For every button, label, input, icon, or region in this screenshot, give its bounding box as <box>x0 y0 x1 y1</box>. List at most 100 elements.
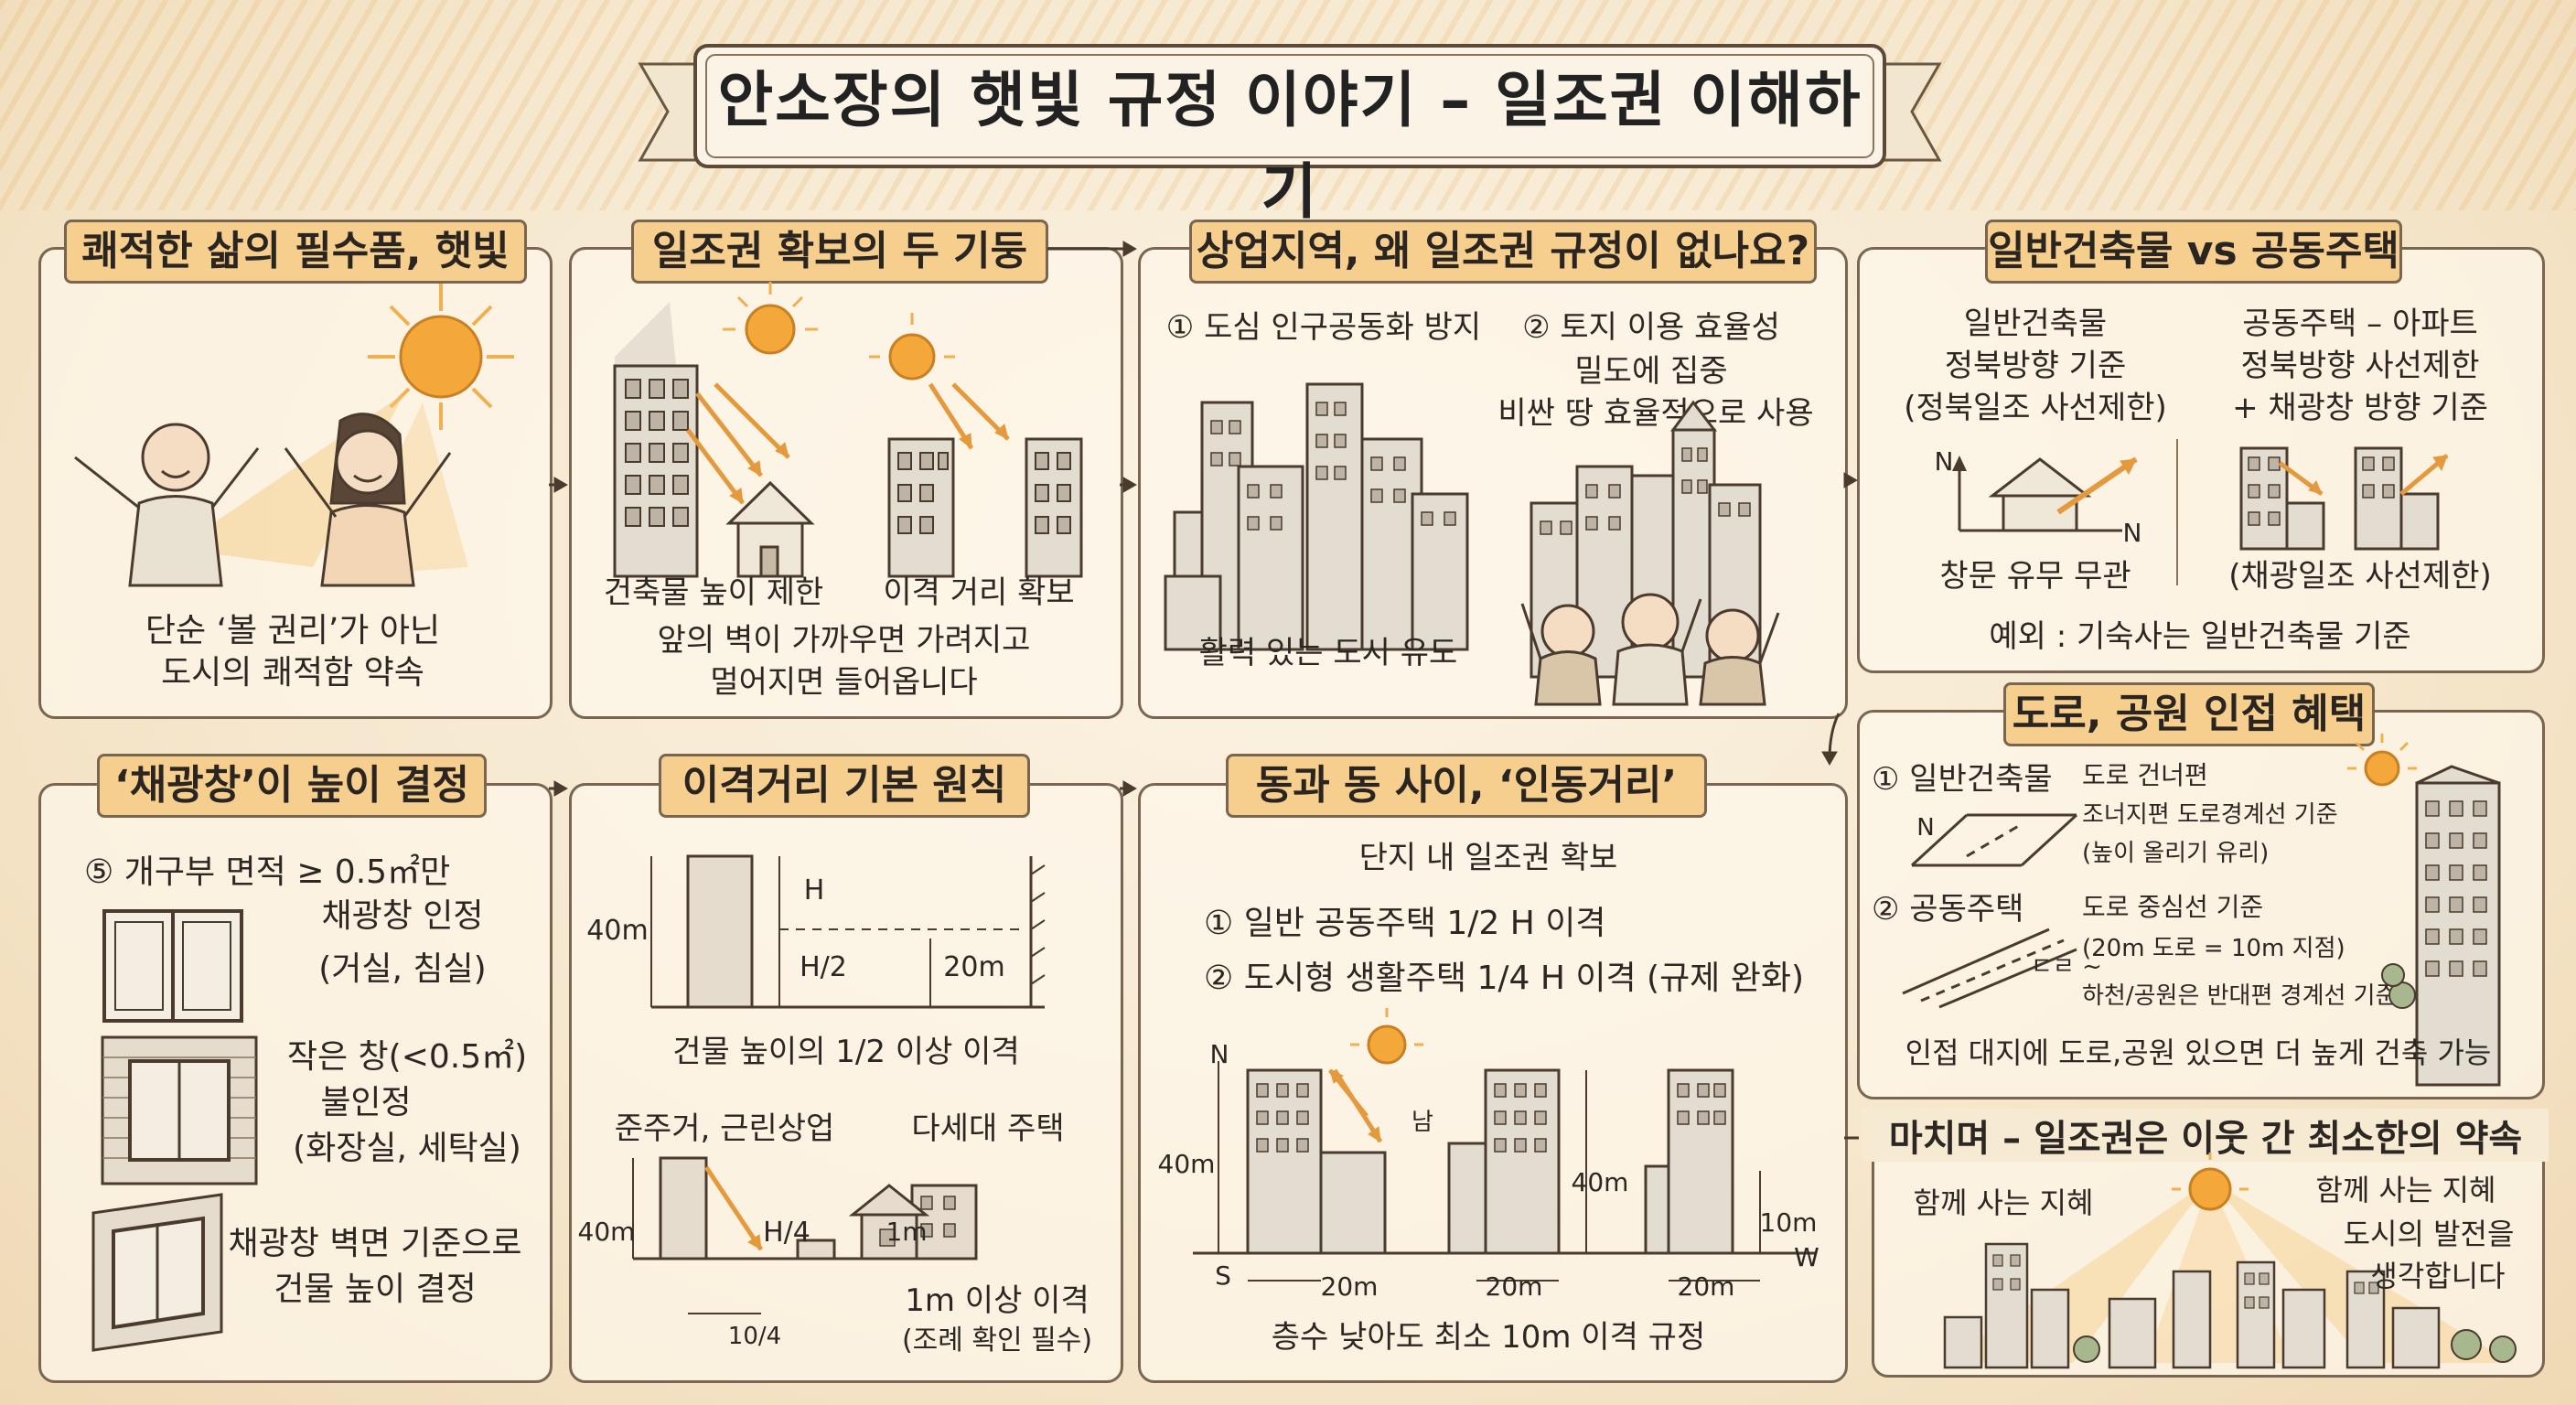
north-setback-diagram <box>1952 439 2449 585</box>
apartment-rule: 정북방향 사선제한 <box>2240 348 2480 384</box>
south-label: S <box>1215 1260 1231 1291</box>
half-height-caption: 건물 높이의 1/2 이상 이격 <box>672 1034 1020 1070</box>
height-40m-b: 40m <box>1571 1167 1629 1197</box>
complex-sunlight-sub: 단지 내 일조권 확보 <box>1358 840 1618 876</box>
general-building-label: 일반건축물 <box>1963 306 2108 342</box>
north-label-1: N <box>1934 446 1954 477</box>
slant-arrow <box>2056 456 2138 515</box>
point-land-efficiency: ② 토지 이용 효율성 <box>1522 309 1780 346</box>
road-width-example: (20m 도로 = 10m 지점) <box>2082 935 2345 962</box>
panel-title: 일조권 확보의 두 기둥 <box>631 220 1048 284</box>
title-banner <box>638 44 1942 168</box>
distance-20m-a: 20m <box>1320 1271 1379 1302</box>
semi-residential-label: 준주거, 근린상업 <box>614 1110 835 1147</box>
closing-right-phrase-1: 함께 사는 지혜 <box>2315 1173 2496 1207</box>
page-title: 안소장의 햇빛 규정 이야기 – 일조권 이해하기 <box>717 65 1862 227</box>
road-across-label: 도로 건너편 <box>2082 760 2208 790</box>
sun-icon <box>723 282 818 355</box>
height-H-label: H <box>803 874 825 906</box>
sub-expensive-land: 비싼 땅 효율적으로 사용 <box>1497 395 1814 432</box>
north-label: N <box>1209 1039 1229 1069</box>
cheering-people <box>1520 593 1780 706</box>
panel1-text-line1: 단순 ‘볼 권리’가 아닌 <box>145 612 441 649</box>
closing-title: 마치며 – 일조권은 이웃 간 최소한의 약속 <box>1862 1109 2549 1162</box>
sun-ray-arrows <box>686 382 790 505</box>
panel-title: 쾌적한 삶의 필수품, 햇빛 <box>64 220 527 284</box>
height-advantage-note: (높이 올리기 유리) <box>2082 840 2270 867</box>
ordinance-check-note: (조례 확인 필수) <box>901 1325 1093 1357</box>
sun-icon <box>869 313 955 381</box>
height-10m: 10m <box>1759 1207 1818 1238</box>
opening-area-rule: ⑤ 개구부 면적 ≥ 0.5㎡만 <box>84 853 451 891</box>
north-label: N <box>1916 814 1935 842</box>
sun-icon <box>368 284 514 430</box>
distance-1m-label: 1m <box>886 1217 928 1247</box>
dormitory-exception-note: 예외 : 기숙사는 일반건축물 기준 <box>1989 618 2411 655</box>
panel-general-vs-apartment <box>1857 247 2545 673</box>
panel2-text-line1: 앞의 벽이 가까우면 가려지고 <box>657 622 1031 659</box>
min-10m-caption: 층수 낮아도 최소 10m 이격 규정 <box>1271 1319 1706 1356</box>
apartment-label: 공동주택 – 아파트 <box>2242 306 2478 342</box>
sun-icon <box>1350 1008 1423 1065</box>
urban-housing-rule: ② 도시형 생활주택 1/4 H 이격 (규제 완화) <box>1204 960 1805 997</box>
road-center-rule: 도로 중심선 기준 <box>2082 892 2264 922</box>
apartment-rule-extra: + 채광창 방향 기준 <box>2232 390 2488 426</box>
building-pair-icon <box>887 437 1083 578</box>
sun-ray-arrows <box>928 382 1010 450</box>
building-block <box>686 854 754 1009</box>
closing-right-phrase-3: 생각합니다 <box>2370 1259 2506 1293</box>
happy-people-illustration <box>74 284 514 587</box>
window-irrelevant-caption: 창문 유무 무관 <box>1939 558 2131 595</box>
general-building-item: ① 일반건축물 <box>1872 761 2053 798</box>
tree-icons <box>2073 1329 2517 1363</box>
height-H2-label: H/2 <box>800 951 847 983</box>
closing-left-phrase: 함께 사는 지혜 <box>1913 1185 2094 1220</box>
road-sketch-2 <box>1902 928 2077 1009</box>
woman-figure <box>284 413 452 587</box>
distance-20m-b: 20m <box>1485 1271 1543 1302</box>
river-park-rule: 하천/공원은 반대편 경계선 기준 <box>2082 982 2398 1010</box>
small-window-icon <box>101 1035 258 1185</box>
light-setback-caption: (채광일조 사선제한) <box>2228 558 2492 595</box>
panel5-caption: 인접 대지에 도로,공원 있으면 더 높게 건축 가능 <box>1905 1035 2492 1070</box>
ratio-label: 10/4 <box>727 1323 782 1350</box>
west-label: W <box>1794 1242 1819 1272</box>
north-label-2: N <box>2122 518 2142 548</box>
south-kr-label: 남 <box>1411 1109 1433 1136</box>
light-window-recognized: 채광창 인정 <box>321 897 484 935</box>
not-recognized-label: 불인정 <box>320 1084 412 1121</box>
living-room-bedroom: (거실, 침실) <box>318 950 487 988</box>
spacing-diagram <box>1193 1008 1815 1282</box>
caption-vibrant-city: 활력 있는 도시 유도 <box>1198 635 1458 671</box>
panel-title: ‘채광창’이 높이 결정 <box>97 754 487 818</box>
panel-title: 이격거리 기본 원칙 <box>659 754 1030 818</box>
height-40m-a: 40m <box>1157 1149 1216 1179</box>
small-house-icon <box>725 480 815 578</box>
city-skyline-illustration <box>1164 382 1780 706</box>
panel2-text-line2: 멀어지면 들어옵니다 <box>710 664 978 701</box>
sub-density: 밀도에 집중 <box>1574 353 1728 390</box>
general-building-rule-name: (정북일조 사선제한) <box>1904 390 2167 426</box>
multiplex-label: 다세대 주택 <box>911 1110 1065 1147</box>
panel1-text-line2: 도시의 쾌적함 약속 <box>161 654 424 692</box>
apartment-block <box>1246 1068 1734 1255</box>
panel-title: 상업지역, 왜 일조권 규정이 없나요? <box>1189 220 1817 284</box>
small-window-label: 작은 창(<0.5㎡) <box>286 1038 528 1076</box>
window-wall-rule: 채광창 벽면 기준으로 <box>228 1225 522 1262</box>
closing-right-phrase-2: 도시의 발전을 <box>2343 1217 2515 1251</box>
general-building-rule: 정북방향 기준 <box>1944 348 2127 384</box>
height-H4-label: H/4 <box>763 1217 810 1249</box>
large-window-icon <box>102 909 243 1023</box>
general-apartment-rule: ① 일반 공동주택 1/2 H 이격 <box>1204 905 1606 942</box>
house-icon <box>1988 457 2092 532</box>
label-height-limit: 건축물 높이 제한 <box>603 574 824 611</box>
height-40m-label: 40m <box>586 915 649 947</box>
closing-city-illustration <box>1943 1153 2517 1369</box>
separation-diagram <box>632 854 1046 1314</box>
distance-20m-label: 20m <box>943 951 1005 983</box>
road-sketch-1 <box>1910 813 2078 867</box>
panel-title: 동과 동 사이, ‘인동거리’ <box>1226 754 1707 818</box>
panel-title: 일반건축물 vs 공동주택 <box>1985 220 2402 284</box>
bathroom-laundry-label: (화장실, 세탁실) <box>293 1130 521 1167</box>
